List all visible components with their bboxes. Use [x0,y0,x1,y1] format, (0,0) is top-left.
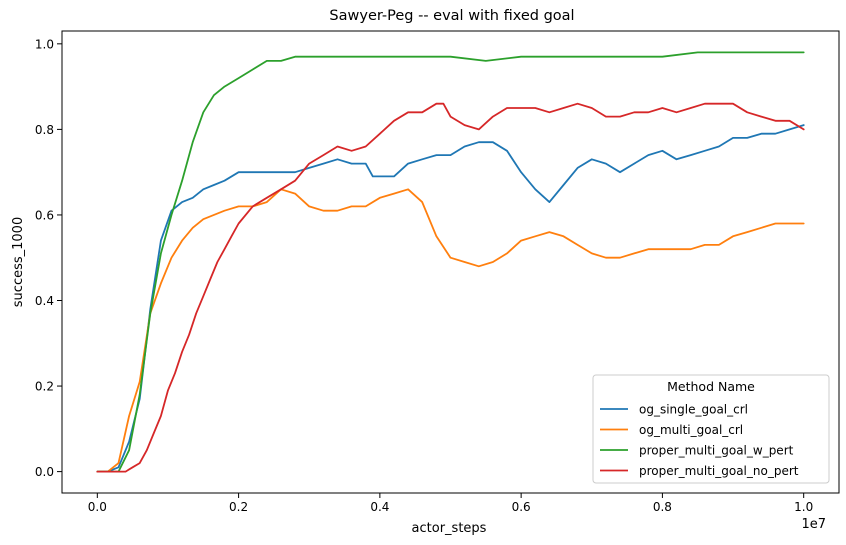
y-tick-label: 0.2 [35,380,54,394]
legend: Method Name og_single_goal_crl og_multi_g… [592,374,830,484]
y-tick-label: 0.8 [35,123,54,137]
legend-label-proper-multi-goal-w-pert: proper_multi_goal_w_pert [639,444,794,458]
series-line-og-multi-goal-crl [96,188,805,473]
legend-label-og-single-goal-crl: og_single_goal_crl [639,403,748,417]
x-axis-label: actor_steps [412,521,487,536]
legend-label-proper-multi-goal-no-pert: proper_multi_goal_no_pert [639,464,799,478]
chart-title: Sawyer-Peg -- eval with fixed goal [329,8,574,24]
x-axis-scale-label: 1e7 [801,517,826,532]
legend-box [592,374,830,484]
x-tick-label: 0.2 [229,500,248,514]
y-tick-label: 0.4 [35,294,54,308]
x-tick-label: 0.6 [512,500,531,514]
x-tick-label: 0.0 [88,500,107,514]
y-axis-ticks: 0.0 0.2 0.4 0.6 0.8 1.0 [35,37,62,479]
plot-area-frame [61,30,840,494]
series-line-og-single-goal-crl [96,124,805,473]
y-tick-label: 0.6 [35,208,54,222]
legend-title: Method Name [667,379,755,394]
x-axis-ticks: 0.0 0.2 0.4 0.6 0.8 1.0 [88,493,813,514]
y-tick-label: 1.0 [35,37,54,51]
series-line-proper-multi-goal-no-pert [96,102,805,473]
series-line-proper-multi-goal-w-pert [96,51,805,473]
y-axis-label: success_1000 [11,217,26,307]
legend-label-og-multi-goal-crl: og_multi_goal_crl [639,423,743,437]
x-tick-label: 0.4 [370,500,389,514]
x-tick-label: 1.0 [794,500,813,514]
series-lines [96,51,805,473]
y-tick-label: 0.0 [35,465,54,479]
legend-entries: og_single_goal_crl og_multi_goal_crlprope… [600,403,799,478]
x-tick-label: 0.8 [653,500,672,514]
